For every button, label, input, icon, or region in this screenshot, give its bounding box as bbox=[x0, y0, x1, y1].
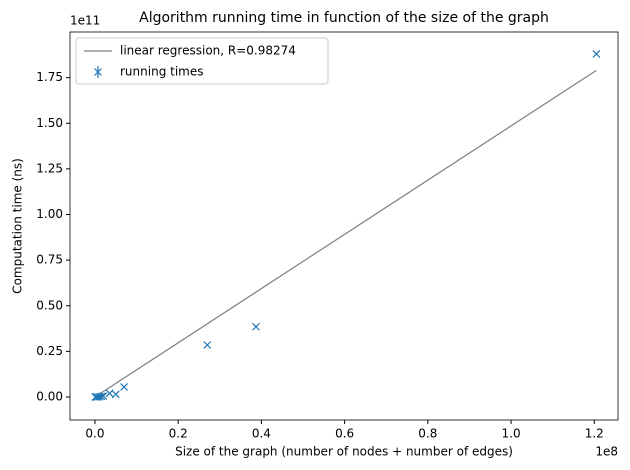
y-tick-label: 1.75 bbox=[36, 70, 63, 84]
y-tick-label: 1.00 bbox=[36, 207, 63, 221]
legend-box bbox=[75, 37, 329, 85]
plot-frame bbox=[69, 31, 619, 421]
data-point bbox=[91, 393, 100, 401]
x-tick-label: 1.2 bbox=[585, 427, 604, 441]
data-point bbox=[203, 341, 212, 349]
x-axis-label: Size of the graph (number of nodes + num… bbox=[175, 445, 513, 459]
y-tick-label: 0.50 bbox=[36, 298, 63, 312]
x-tick-label: 0.6 bbox=[335, 427, 354, 441]
data-point bbox=[592, 49, 601, 58]
x-tick-label: 0.4 bbox=[252, 427, 271, 441]
y-offset-label: 1e11 bbox=[70, 14, 100, 28]
regression-line bbox=[95, 69, 597, 398]
data-point bbox=[105, 389, 114, 398]
y-tick-label: 1.25 bbox=[36, 161, 63, 175]
y-tick-label: 0.75 bbox=[36, 253, 63, 267]
x-tick-label: 1.0 bbox=[502, 427, 521, 441]
chart-title: Algorithm running time in function of th… bbox=[139, 10, 549, 26]
x-tick-label: 0.2 bbox=[169, 427, 188, 441]
y-tick-label: 0.00 bbox=[36, 390, 63, 404]
x-offset-label: 1e8 bbox=[595, 445, 618, 459]
y-tick-label: 0.25 bbox=[36, 344, 63, 358]
x-tick-label: 0.8 bbox=[418, 427, 437, 441]
legend-label: running times bbox=[120, 65, 203, 79]
y-tick-label: 1.50 bbox=[36, 116, 63, 130]
legend-label: linear regression, R=0.98274 bbox=[120, 44, 296, 58]
data-point bbox=[111, 390, 120, 399]
data-point bbox=[252, 322, 260, 331]
y-axis-label: Computation time (ns) bbox=[11, 158, 25, 294]
legend-swatch bbox=[94, 68, 102, 76]
data-point bbox=[93, 392, 101, 401]
data-point bbox=[120, 383, 129, 391]
x-tick-label: 0.0 bbox=[85, 427, 104, 441]
